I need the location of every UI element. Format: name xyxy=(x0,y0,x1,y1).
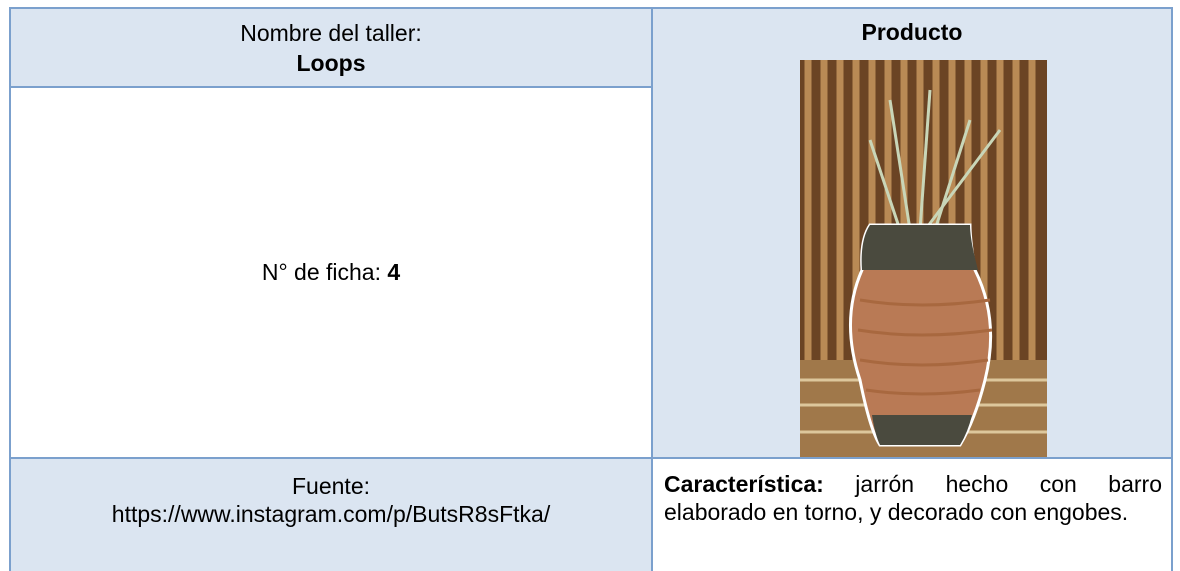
source-cell: Fuente: https://www.instagram.com/p/Buts… xyxy=(10,458,652,571)
source-label: Fuente: xyxy=(292,473,370,499)
feature-text: jarrón hecho con barro elaborado en torn… xyxy=(664,471,1162,525)
product-cell: Producto xyxy=(652,8,1172,458)
border xyxy=(9,7,11,571)
workshop-name: Loops xyxy=(296,50,366,76)
sheet-cell: N° de ficha: 4 xyxy=(10,87,652,458)
sheet-label: N° de ficha: xyxy=(261,259,388,285)
source-url: https://www.instagram.com/p/ButsR8sFtka/ xyxy=(111,501,551,527)
border xyxy=(10,7,1172,9)
sheet-number: 4 xyxy=(387,259,401,285)
product-image xyxy=(800,60,1047,458)
border xyxy=(1171,7,1173,571)
workshop-label: Nombre del taller: xyxy=(240,20,422,46)
workshop-cell: Nombre del taller: Loops xyxy=(10,8,652,87)
feature-cell: Característica: jarrón hecho con barro e… xyxy=(652,458,1172,571)
border xyxy=(10,86,652,88)
border xyxy=(651,7,653,571)
product-label: Producto xyxy=(861,19,963,45)
border xyxy=(10,457,1172,459)
feature-label: Característica: xyxy=(664,471,824,497)
